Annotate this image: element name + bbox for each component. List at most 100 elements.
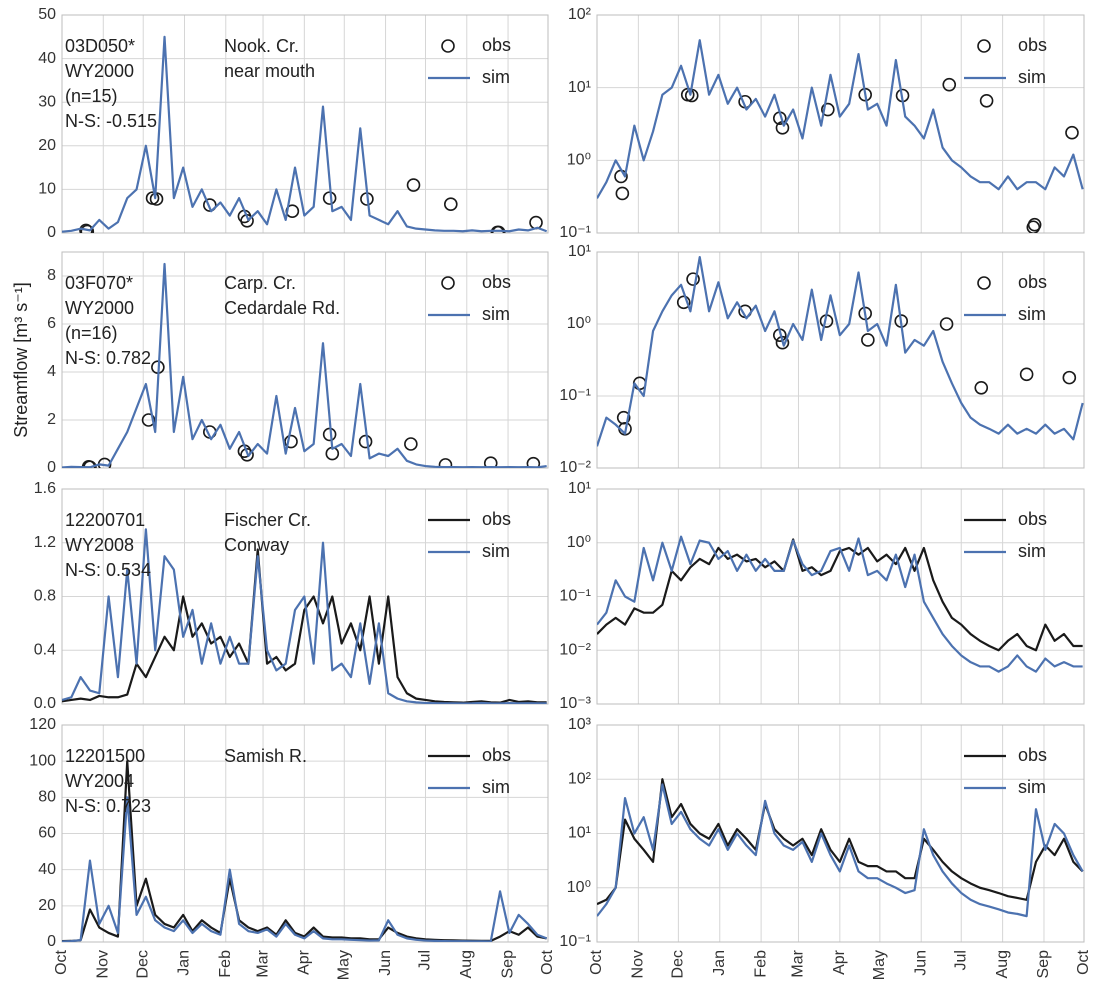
station-label: N-S: 0.534 bbox=[65, 560, 151, 580]
panel: Oct Nov Dec Jan Feb Mar Apr May Jun Jul Aug Sep Oct1… bbox=[559, 716, 1092, 980]
y-tick-label: 20 bbox=[38, 897, 56, 914]
legend-label: sim bbox=[482, 67, 510, 87]
station-label: 12201500 bbox=[65, 746, 145, 766]
x-tick-label: May bbox=[335, 950, 352, 980]
legend-label: obs bbox=[482, 35, 511, 55]
x-tick-label: Feb bbox=[217, 950, 234, 978]
data-layer bbox=[597, 39, 1084, 233]
y-tick-label: 0.4 bbox=[34, 641, 56, 658]
site-label: Nook. Cr. bbox=[224, 36, 299, 56]
obs-point bbox=[404, 437, 418, 451]
y-tick-label: 8 bbox=[47, 267, 56, 284]
obs-point bbox=[491, 225, 506, 233]
obs-point bbox=[979, 93, 994, 108]
panel: 10⁻² 10⁻¹ 10⁰ 10¹ obs sim bbox=[559, 243, 1085, 476]
series-line bbox=[597, 535, 1083, 673]
x-tick-label: Apr bbox=[296, 949, 313, 975]
y-tick-label: 40 bbox=[38, 50, 56, 67]
obs-point bbox=[240, 447, 254, 462]
site-label: Carp. Cr. bbox=[224, 273, 296, 293]
panel-frame bbox=[596, 14, 1085, 234]
x-tick-label: Oct bbox=[588, 949, 605, 974]
obs-point bbox=[438, 458, 453, 468]
y-tick-label: 10⁻¹ bbox=[559, 224, 591, 241]
legend-label: obs bbox=[1018, 509, 1047, 529]
site-label: Fischer Cr. bbox=[224, 510, 311, 530]
series-line bbox=[597, 255, 1084, 447]
y-tick-label: 4 bbox=[47, 363, 56, 380]
legend-label: obs bbox=[1018, 272, 1047, 292]
series-line bbox=[62, 528, 547, 704]
y-tick-label: 1.6 bbox=[34, 480, 56, 497]
data-layer bbox=[62, 262, 547, 468]
obs-point bbox=[861, 333, 875, 347]
station-label: WY2004 bbox=[65, 771, 134, 791]
series-line bbox=[597, 39, 1084, 199]
x-tick-label: May bbox=[871, 950, 888, 980]
obs-point bbox=[406, 178, 421, 192]
y-tick-label: 20 bbox=[38, 137, 56, 154]
series-line bbox=[62, 262, 547, 468]
y-tick-label: 10 bbox=[38, 181, 56, 198]
obs-point bbox=[141, 413, 156, 427]
x-tick-label: Jan bbox=[711, 950, 728, 976]
x-tick-label: Jun bbox=[377, 950, 394, 976]
obs-point bbox=[676, 295, 691, 310]
y-tick-label: 50 bbox=[38, 6, 56, 23]
obs-point bbox=[202, 198, 217, 212]
panel-frame bbox=[61, 724, 549, 943]
x-tick-label: Mar bbox=[254, 949, 271, 977]
y-tick-label: 10¹ bbox=[568, 79, 591, 96]
x-tick-label: Dec bbox=[134, 950, 151, 978]
y-tick-label: 10² bbox=[568, 6, 592, 23]
x-tick-label: Oct bbox=[539, 949, 556, 974]
legend-label: sim bbox=[482, 304, 510, 324]
site-label: near mouth bbox=[224, 61, 315, 81]
obs-point bbox=[443, 197, 458, 212]
panel-frame bbox=[61, 251, 549, 469]
obs-point bbox=[483, 456, 498, 468]
site-label: Cedardale Rd. bbox=[224, 298, 340, 318]
series-line bbox=[597, 538, 1083, 652]
x-tick-label: Aug bbox=[994, 950, 1011, 978]
obs-point bbox=[526, 456, 541, 468]
obs-point bbox=[1062, 370, 1077, 385]
panel-frame bbox=[596, 251, 1085, 469]
legend-marker bbox=[977, 39, 991, 53]
obs-point bbox=[284, 434, 298, 449]
x-tick-label: Apr bbox=[831, 949, 848, 975]
obs-point bbox=[974, 380, 989, 395]
y-tick-label: 1.2 bbox=[34, 534, 56, 551]
series-line bbox=[62, 796, 548, 942]
legend-marker bbox=[441, 276, 455, 290]
y-tick-label: 10² bbox=[568, 770, 592, 787]
legend-marker bbox=[441, 39, 455, 53]
station-label: N-S: 0.782 bbox=[65, 348, 151, 368]
x-tick-label: Jul bbox=[417, 950, 434, 970]
y-tick-label: 10¹ bbox=[568, 243, 591, 260]
obs-point bbox=[686, 272, 700, 286]
x-tick-label: Oct bbox=[1075, 949, 1092, 974]
y-tick-label: 80 bbox=[38, 789, 56, 806]
panel-frame bbox=[61, 14, 549, 234]
y-tick-label: 0.8 bbox=[34, 588, 56, 605]
panel: 10⁻³ 10⁻² 10⁻¹ 10⁰ 10¹ obs sim bbox=[559, 480, 1085, 712]
station-label: 03F070* bbox=[65, 273, 133, 293]
legend-label: obs bbox=[482, 745, 511, 765]
station-label: 12200701 bbox=[65, 510, 145, 530]
station-label: 03D050* bbox=[65, 36, 135, 56]
x-tick-label: Aug bbox=[458, 950, 475, 978]
x-tick-label: Mar bbox=[790, 949, 807, 977]
station-label: WY2000 bbox=[65, 298, 134, 318]
x-tick-label: Oct bbox=[53, 949, 70, 974]
y-tick-label: 10⁻¹ bbox=[559, 588, 591, 605]
y-tick-label: 10⁰ bbox=[567, 534, 591, 551]
obs-point bbox=[1065, 125, 1079, 140]
station-label: WY2000 bbox=[65, 61, 134, 81]
obs-point bbox=[821, 102, 835, 117]
y-tick-label: 10³ bbox=[568, 716, 592, 733]
station-label: (n=15) bbox=[65, 86, 118, 106]
x-tick-label: Sep bbox=[499, 950, 516, 979]
obs-point bbox=[1027, 217, 1042, 232]
